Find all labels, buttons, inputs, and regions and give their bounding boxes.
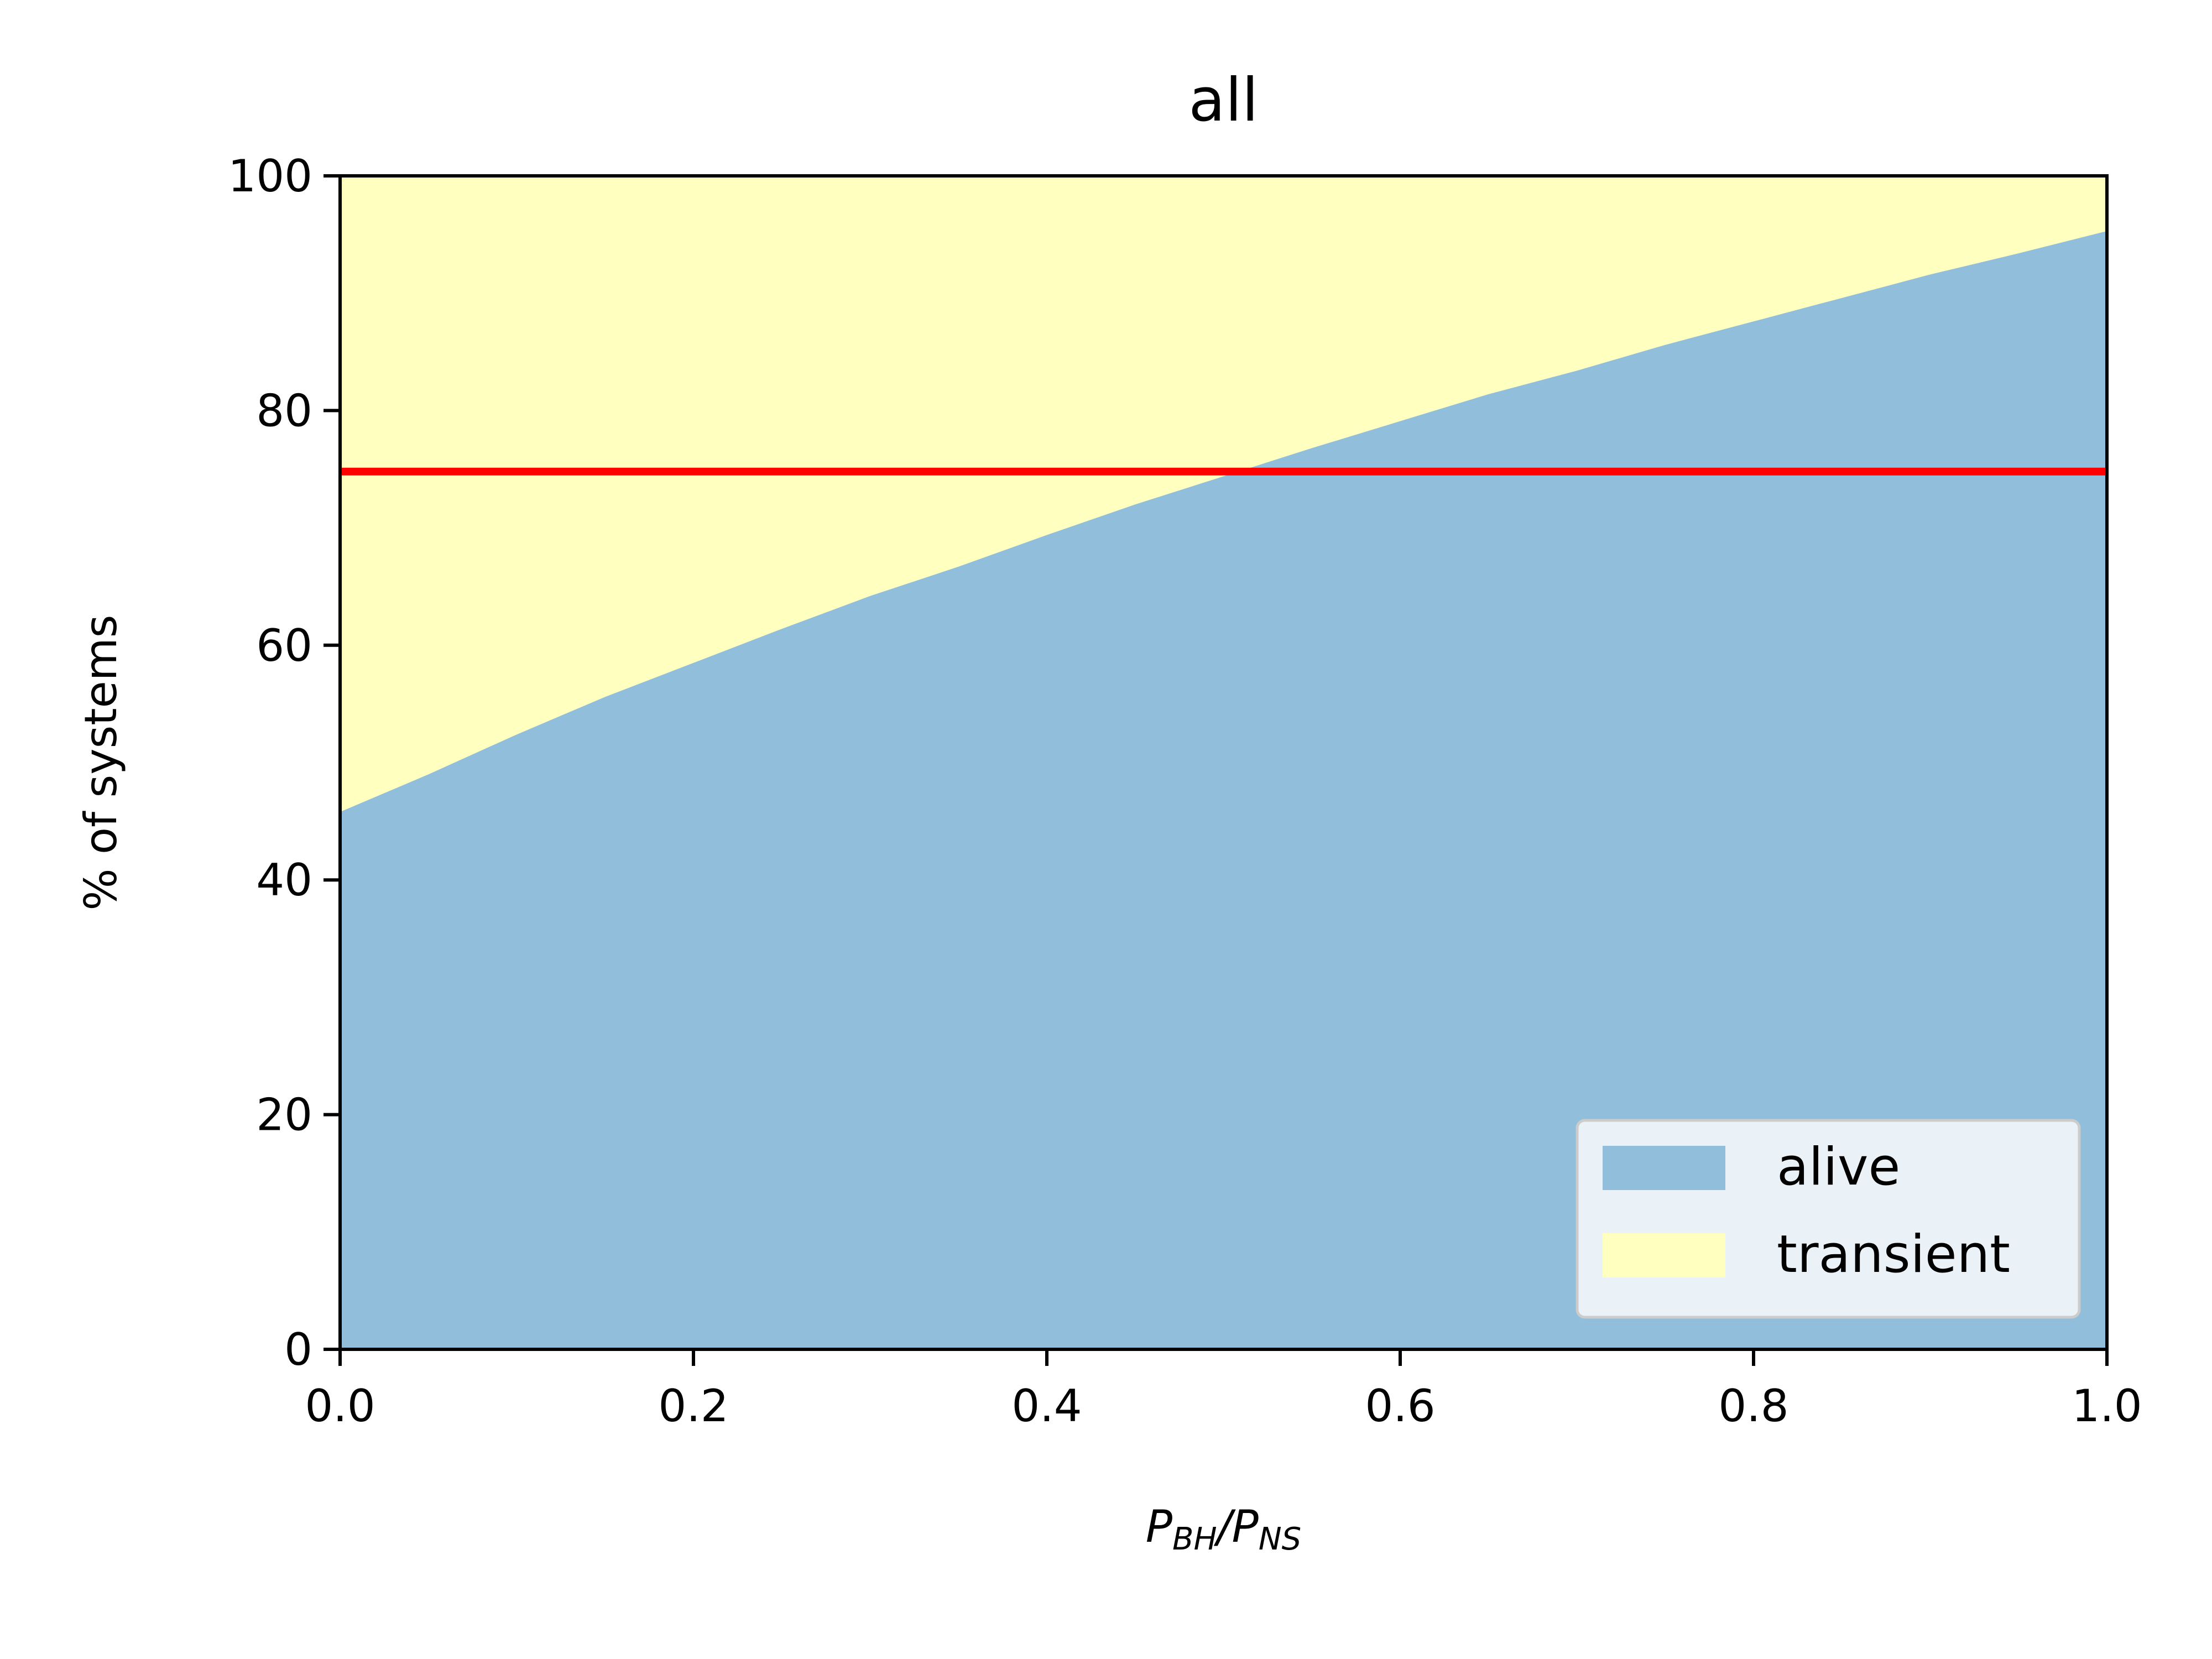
y-tick-label: 20: [256, 1089, 312, 1141]
x-axis-label-sub1: BH: [1172, 1521, 1217, 1557]
y-tick-label: 40: [256, 854, 312, 906]
legend-label-alive: alive: [1777, 1137, 1900, 1197]
stacked-areas: [340, 176, 2107, 1349]
x-axis-label-p2: P: [1232, 1501, 1259, 1552]
x-axis-label-p1: P: [1146, 1501, 1173, 1552]
y-tick-label: 100: [228, 150, 312, 202]
legend: alive transient: [1575, 1119, 2081, 1319]
x-axis-label: PBH/PNS: [1146, 1501, 1301, 1557]
x-tick-label: 0.2: [658, 1380, 728, 1432]
x-tick-label: 0.6: [1365, 1380, 1435, 1432]
y-tick-label: 60: [256, 620, 312, 671]
legend-swatch-alive: [1603, 1146, 1725, 1190]
area-alive: [340, 231, 2107, 1349]
plot-frame: [338, 174, 2109, 1351]
y-axis-ticks: 0 20 40 60 80 100: [228, 150, 340, 1375]
legend-swatch-transient: [1603, 1233, 1725, 1277]
area-transient: [340, 176, 2107, 812]
y-tick-label: 80: [256, 385, 312, 436]
legend-label-transient: transient: [1777, 1224, 2010, 1285]
x-tick-label: 0.4: [1011, 1380, 1082, 1432]
x-tick-label: 0.0: [305, 1380, 375, 1432]
chart-title: all: [1188, 66, 1258, 135]
x-tick-label: 1.0: [2072, 1380, 2142, 1432]
x-tick-label: 0.8: [1718, 1380, 1788, 1432]
y-tick-label: 0: [284, 1324, 312, 1375]
y-axis-label: % of systems: [75, 615, 127, 911]
x-axis-ticks: 0.0 0.2 0.4 0.6 0.8 1.0: [305, 1349, 2142, 1432]
x-axis-label-sub2: NS: [1259, 1521, 1301, 1557]
